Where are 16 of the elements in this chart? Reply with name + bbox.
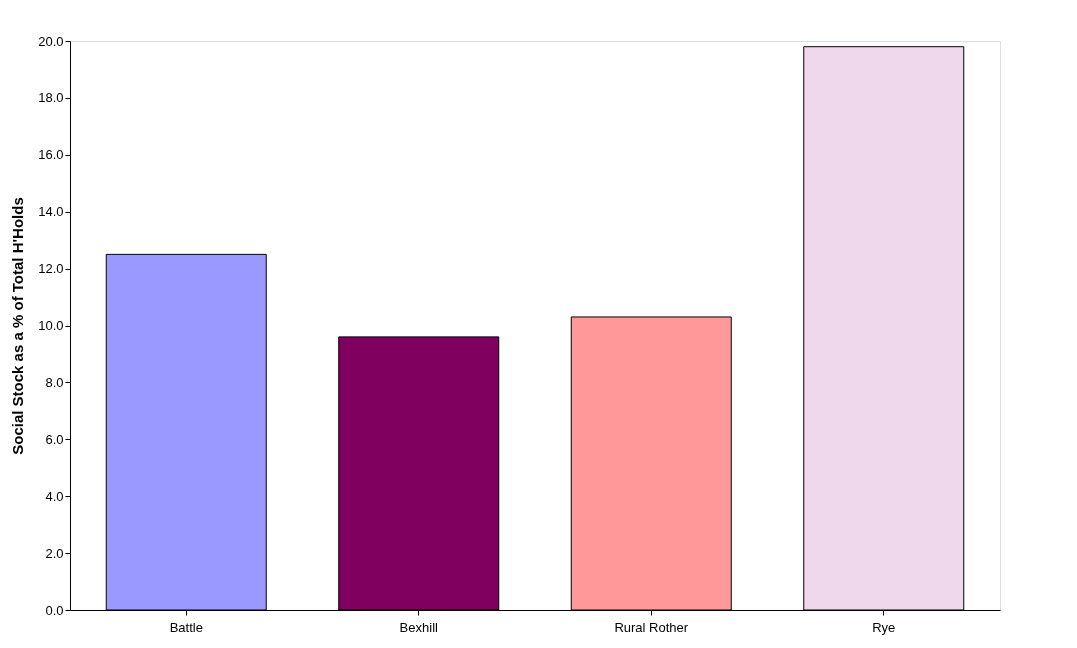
y-tick-label: 0.0 xyxy=(45,602,64,618)
y-tick-label: 16.0 xyxy=(38,147,64,163)
y-tick-label: 2.0 xyxy=(45,545,64,561)
y-axis-title: Social Stock as a % of Total H'Holds xyxy=(9,197,27,455)
y-tick-label: 12.0 xyxy=(38,261,64,277)
y-tick-label: 8.0 xyxy=(45,374,64,390)
x-tick-label: Rural Rother xyxy=(614,619,689,635)
y-tick-label: 18.0 xyxy=(38,90,64,106)
x-tick-label: Bexhill xyxy=(399,619,439,635)
x-tick-label: Rye xyxy=(872,619,896,635)
y-tick-label: 6.0 xyxy=(45,431,64,447)
y-tick-label: 14.0 xyxy=(38,204,64,220)
y-tick-label: 4.0 xyxy=(45,488,64,504)
y-tick-label: 10.0 xyxy=(38,318,64,333)
x-tick-label: Battle xyxy=(169,619,203,635)
y-tick-label: 20.0 xyxy=(38,33,64,49)
